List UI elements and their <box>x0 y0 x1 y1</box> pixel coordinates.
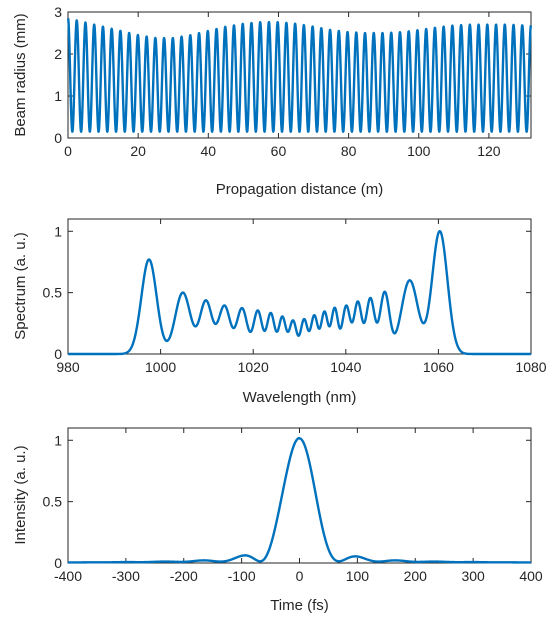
x-axis-label: Wavelength (nm) <box>243 389 357 406</box>
x-tick-labels: -400 -300 -200 -100 0 100 200 300 400 <box>54 568 543 584</box>
spectrum-panel: 980 1000 1020 1040 1060 1080 00.51 Wavelength… <box>12 218 547 406</box>
y-tick-labels: 00.51 <box>43 432 63 571</box>
y-tick-label: 0 <box>54 346 62 362</box>
x-tick-label: 100 <box>407 143 431 159</box>
x-tick-label: 300 <box>461 568 485 584</box>
x-axis-label: Time (fs) <box>270 597 329 614</box>
x-tick-label: 980 <box>56 359 80 375</box>
x-tick-label: 400 <box>519 568 543 584</box>
y-tick-label: 0.5 <box>43 494 63 510</box>
x-tick-label: 1060 <box>423 359 454 375</box>
beam-radius-line <box>66 17 533 133</box>
x-tick-label: 1080 <box>515 359 546 375</box>
x-tick-label: 100 <box>346 568 370 584</box>
y-tick-label: 3 <box>54 4 62 20</box>
x-tick-label: 80 <box>341 143 357 159</box>
y-axis-label: Spectrum (a. u.) <box>12 232 29 340</box>
x-tick-label: -400 <box>54 568 82 584</box>
intensity-panel: -400 -300 -200 -100 0 100 200 300 400 00.51 Time… <box>12 427 543 614</box>
y-axis-label: Beam radius (mm) <box>12 13 29 136</box>
x-tick-label: 120 <box>477 143 501 159</box>
beam-radius-panel: 0 20 40 60 80 100 120 0 1 2 3 Propagation distanc… <box>12 4 533 198</box>
x-tick-label: 60 <box>271 143 287 159</box>
y-tick-label: 1 <box>54 88 62 104</box>
tick-marks <box>67 428 532 564</box>
y-tick-label: 1 <box>54 223 62 239</box>
x-tick-label: -200 <box>170 568 198 584</box>
x-axis-label: Propagation distance (m) <box>216 181 384 198</box>
x-tick-label: 0 <box>296 568 304 584</box>
x-tick-labels: 980 1000 1020 1040 1060 1080 <box>56 359 546 375</box>
x-tick-label: 200 <box>404 568 428 584</box>
intensity-line <box>67 436 532 564</box>
y-tick-labels: 00.51 <box>43 223 63 362</box>
y-tick-label: 0 <box>54 130 62 146</box>
spectrum-line <box>67 229 532 356</box>
x-tick-label: 0 <box>64 143 72 159</box>
y-tick-labels: 0 1 2 3 <box>54 4 62 146</box>
x-tick-label: 1000 <box>145 359 176 375</box>
x-tick-labels: 0 20 40 60 80 100 120 <box>64 143 501 159</box>
y-tick-label: 0 <box>54 555 62 571</box>
y-axis-label: Intensity (a. u.) <box>12 445 29 544</box>
plot-area-intensity <box>67 427 532 564</box>
x-tick-label: 1040 <box>330 359 361 375</box>
y-tick-label: 0.5 <box>43 285 63 301</box>
x-tick-label: 1020 <box>238 359 269 375</box>
y-tick-label: 2 <box>54 46 62 62</box>
x-tick-label: -300 <box>112 568 140 584</box>
x-tick-label: -100 <box>228 568 256 584</box>
y-tick-label: 1 <box>54 432 62 448</box>
x-tick-label: 40 <box>201 143 217 159</box>
x-tick-label: 20 <box>130 143 146 159</box>
